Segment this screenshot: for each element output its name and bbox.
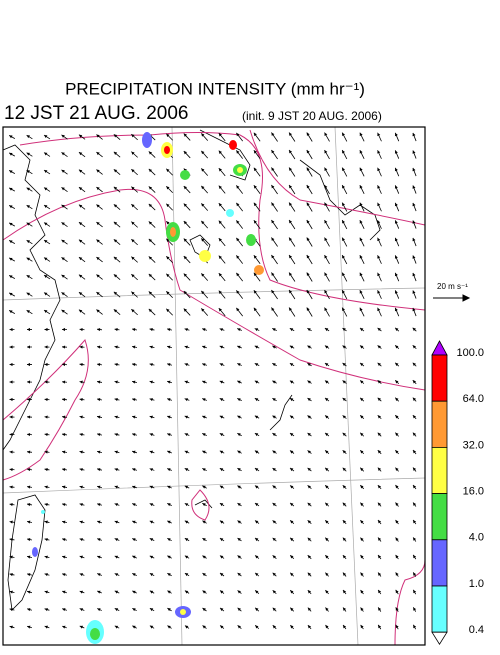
- colorbar-under: [432, 632, 447, 644]
- colorbar-label: 32.0: [463, 439, 484, 451]
- precip-cell: [229, 140, 237, 150]
- colorbar-segment: [432, 355, 447, 401]
- precip-cell: [32, 547, 38, 557]
- colorbar-label: 16.0: [463, 486, 484, 498]
- init-time: (init. 9 JST 20 AUG. 2006): [242, 109, 382, 123]
- map-area: [3, 127, 425, 645]
- colorbar-label: 64.0: [463, 393, 484, 405]
- colorbar-label: 0.4: [469, 624, 484, 636]
- precip-cell: [226, 209, 234, 217]
- vector-scale-arrow: [433, 295, 469, 301]
- precip-cell: [164, 146, 170, 154]
- colorbar-label: 100.0: [456, 347, 484, 359]
- valid-time: 12 JST 21 AUG. 2006: [4, 103, 189, 124]
- precip-cell: [254, 265, 264, 275]
- precip-cell: [90, 628, 100, 640]
- precip-cell: [246, 234, 256, 246]
- precip-cell: [142, 132, 152, 148]
- colorbar-label: 1.0: [469, 578, 484, 590]
- precip-cell: [199, 250, 211, 262]
- colorbar-segment: [432, 447, 447, 493]
- precip-cell: [180, 609, 186, 615]
- colorbar-segment: [432, 586, 447, 632]
- colorbar-segment: [432, 401, 447, 447]
- colorbar-segment: [432, 540, 447, 586]
- precip-cell: [237, 167, 243, 173]
- colorbar: 100.0 64.0 32.0 16.0 4.0 1.0 0.4: [432, 341, 484, 644]
- arrow-head: [463, 295, 469, 301]
- colorbar-over: [432, 341, 447, 355]
- precip-cell: [180, 170, 190, 180]
- precip-cell: [41, 510, 45, 514]
- title: PRECIPITATION INTENSITY (mm hr⁻¹): [65, 79, 365, 98]
- colorbar-label: 4.0: [469, 532, 484, 544]
- vector-scale-label: 20 m s⁻¹: [437, 282, 468, 291]
- colorbar-segment: [432, 494, 447, 540]
- precip-cell: [170, 227, 176, 237]
